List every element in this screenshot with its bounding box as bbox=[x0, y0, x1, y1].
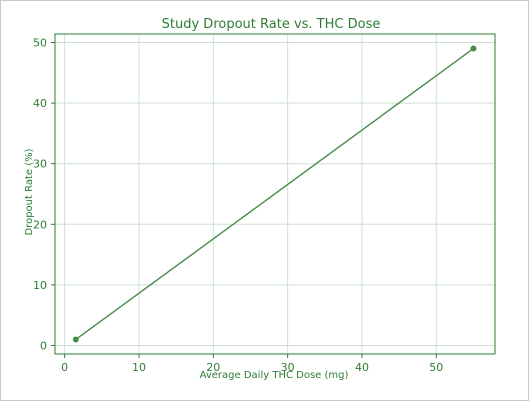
grid bbox=[55, 34, 495, 354]
y-tick-label: 0 bbox=[40, 340, 47, 353]
x-tick-label: 30 bbox=[281, 361, 295, 374]
plot-area bbox=[54, 33, 496, 355]
y-tick-label: 40 bbox=[33, 97, 47, 110]
chart-title: Study Dropout Rate vs. THC Dose bbox=[162, 17, 381, 32]
y-tick-label: 50 bbox=[33, 36, 47, 49]
x-tick-label: 20 bbox=[206, 361, 220, 374]
ticks: 0 10 20 30 40 50 0 10 20 30 40 50 bbox=[33, 36, 443, 374]
series-line bbox=[75, 47, 474, 341]
data-point bbox=[72, 336, 79, 343]
x-tick-label: 40 bbox=[355, 361, 369, 374]
y-axis-label: Dropout Rate (%) bbox=[24, 148, 35, 235]
x-tick-label: 10 bbox=[132, 361, 146, 374]
x-tick-label: 0 bbox=[61, 361, 68, 374]
y-tick-label: 20 bbox=[33, 218, 47, 231]
x-axis-label: Average Daily THC Dose (mg) bbox=[200, 370, 349, 381]
series-group bbox=[72, 45, 477, 343]
y-tick-label: 30 bbox=[33, 158, 47, 171]
x-tick-label: 50 bbox=[429, 361, 443, 374]
data-point bbox=[470, 45, 477, 52]
y-tick-label: 10 bbox=[33, 279, 47, 292]
